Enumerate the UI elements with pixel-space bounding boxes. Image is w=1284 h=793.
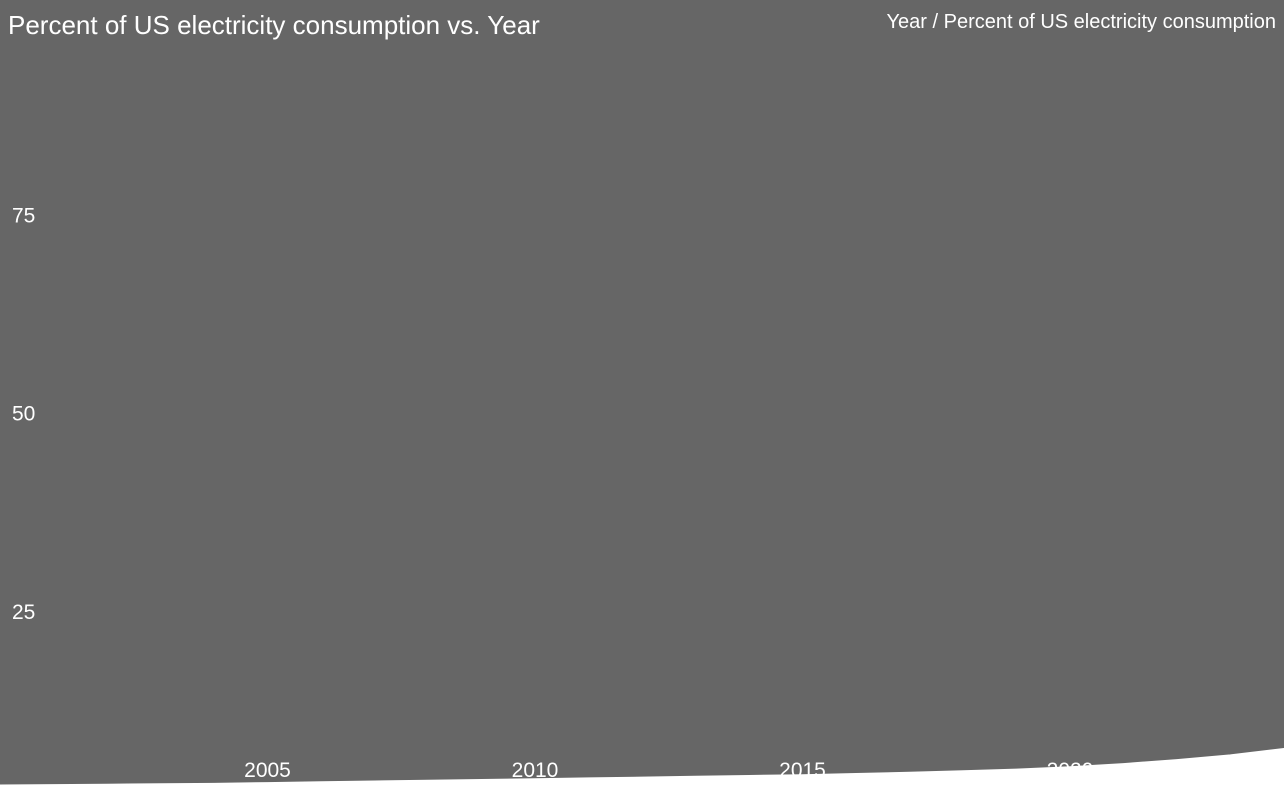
hover-readout: Year / Percent of US electricity consump… xyxy=(886,11,1276,33)
y-tick-label: 75 xyxy=(12,204,35,227)
y-tick-label: 50 xyxy=(12,403,35,426)
chart-title: Percent of US electricity consumption vs… xyxy=(8,10,540,40)
area-fill xyxy=(0,750,1284,793)
y-tick-label: 25 xyxy=(12,601,35,624)
trend-line xyxy=(0,748,1284,789)
x-tick-label: 2010 xyxy=(512,759,559,782)
x-tick-label: 2005 xyxy=(244,759,291,782)
